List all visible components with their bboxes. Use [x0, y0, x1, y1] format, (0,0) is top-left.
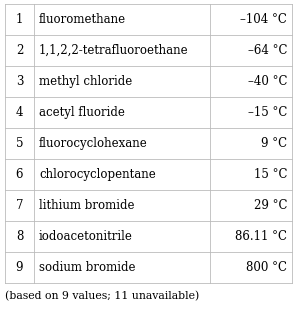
Text: –40 °C: –40 °C: [247, 75, 287, 88]
Text: chlorocyclopentane: chlorocyclopentane: [39, 168, 156, 181]
Text: –15 °C: –15 °C: [248, 106, 287, 119]
Text: fluoromethane: fluoromethane: [39, 13, 126, 26]
Text: 3: 3: [16, 75, 23, 88]
Text: sodium bromide: sodium bromide: [39, 261, 135, 274]
Text: 86.11 °C: 86.11 °C: [235, 230, 287, 243]
Text: 9 °C: 9 °C: [261, 137, 287, 150]
Text: 7: 7: [16, 199, 23, 212]
Text: 4: 4: [16, 106, 23, 119]
Text: iodoacetonitrile: iodoacetonitrile: [39, 230, 133, 243]
Text: 6: 6: [16, 168, 23, 181]
Text: methyl chloride: methyl chloride: [39, 75, 132, 88]
Text: fluorocyclohexane: fluorocyclohexane: [39, 137, 148, 150]
Text: 1: 1: [16, 13, 23, 26]
Text: –64 °C: –64 °C: [247, 44, 287, 57]
Text: 5: 5: [16, 137, 23, 150]
Text: 29 °C: 29 °C: [254, 199, 287, 212]
Text: 1,1,2,2-tetrafluoroethane: 1,1,2,2-tetrafluoroethane: [39, 44, 189, 57]
Text: acetyl fluoride: acetyl fluoride: [39, 106, 125, 119]
Text: 8: 8: [16, 230, 23, 243]
Text: 15 °C: 15 °C: [254, 168, 287, 181]
Text: lithium bromide: lithium bromide: [39, 199, 135, 212]
Text: 2: 2: [16, 44, 23, 57]
Text: (based on 9 values; 11 unavailable): (based on 9 values; 11 unavailable): [5, 291, 199, 301]
Text: 800 °C: 800 °C: [246, 261, 287, 274]
Text: –104 °C: –104 °C: [240, 13, 287, 26]
Text: 9: 9: [16, 261, 23, 274]
